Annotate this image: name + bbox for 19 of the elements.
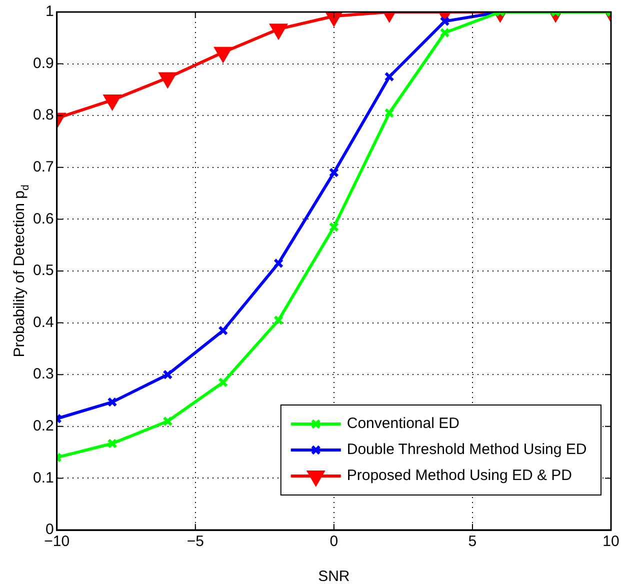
y-tick-label: 0.5: [32, 262, 54, 280]
y-tick-label: 0.6: [32, 210, 54, 228]
legend-label: Double Threshold Method Using ED: [346, 441, 587, 458]
y-tick-label: 0.7: [32, 158, 54, 176]
y-tick-label: 0.2: [32, 418, 54, 435]
y-tick-label: 1: [46, 3, 54, 20]
legend-label: Conventional ED: [346, 415, 460, 432]
x-tick-label: 10: [602, 533, 620, 550]
y-tick-label: 0.4: [32, 314, 54, 331]
x-tick-label: 0: [330, 533, 338, 550]
y-tick-label: 0.3: [32, 366, 54, 383]
x-tick-label: 5: [468, 533, 477, 550]
x-tick-label: −5: [186, 533, 204, 550]
legend-label: Proposed Method Using ED & PD: [346, 467, 572, 484]
x-axis-title: SNR: [318, 568, 350, 584]
y-tick-label: 0.9: [32, 54, 54, 72]
y-tick-label: 0.8: [32, 106, 54, 124]
y-axis-title: Probability of Detection pd: [11, 184, 32, 358]
y-tick-label: 0.1: [32, 469, 54, 486]
